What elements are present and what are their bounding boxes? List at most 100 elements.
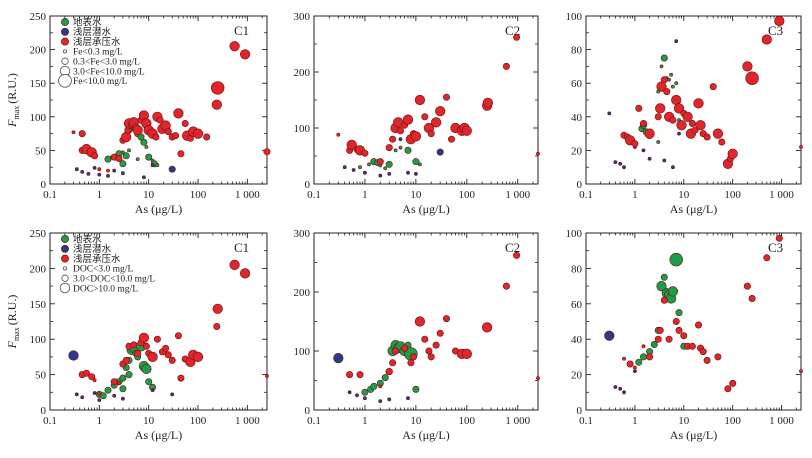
data-point <box>172 132 180 140</box>
legend-label: 3.0<Fe<10.0 mg/L <box>73 67 145 77</box>
data-point <box>168 165 176 173</box>
data-point <box>112 168 117 173</box>
legend-label: 地表水 <box>73 16 102 28</box>
y-label-sub: max <box>12 327 21 341</box>
data-point <box>378 399 383 404</box>
data-point <box>106 168 110 173</box>
x-axis-label: As (μg/L) <box>670 428 717 442</box>
data-point <box>656 281 667 292</box>
data-point <box>97 172 102 177</box>
data-point <box>156 116 164 124</box>
data-point <box>432 341 440 349</box>
data-point <box>153 335 161 343</box>
legend-label: Fe<0.3 mg/L <box>73 48 123 58</box>
data-point <box>387 397 392 402</box>
data-point <box>203 133 211 141</box>
data-point <box>97 398 102 403</box>
data-point <box>265 374 269 378</box>
series-浅层潜水 <box>333 353 410 404</box>
data-point <box>181 120 189 128</box>
data-point <box>71 130 76 135</box>
data-point <box>656 326 664 334</box>
data-point <box>351 168 356 172</box>
data-point <box>635 104 643 112</box>
x-tick-label: 1 000 <box>235 189 260 201</box>
data-point <box>150 388 155 393</box>
y-tick-label: 150 <box>30 299 47 311</box>
data-point <box>727 148 738 159</box>
series-浅层承压水 <box>336 33 540 166</box>
series-浅层潜水 <box>342 137 444 178</box>
data-point <box>680 332 688 340</box>
x-tick-label: 1 <box>362 415 368 427</box>
data-point <box>442 93 450 101</box>
y-tick-label: 300 <box>294 11 311 23</box>
data-point <box>115 155 123 163</box>
data-point <box>618 386 623 391</box>
data-point <box>122 152 130 160</box>
data-point <box>675 326 683 334</box>
legend-label: Fe<10.0 mg/L <box>73 77 128 87</box>
legend-marker <box>63 49 67 54</box>
data-point <box>362 396 367 401</box>
panel-title: C2 <box>505 240 520 255</box>
x-tick-label: 10 <box>678 189 690 201</box>
legend-label: 0.3<Fe<3.0 mg/L <box>73 58 140 68</box>
y-tick-label: 250 <box>30 228 47 240</box>
data-point <box>414 94 426 106</box>
y-tick-label: 200 <box>294 67 311 79</box>
y-tick-label: 300 <box>294 228 311 240</box>
data-point <box>192 128 204 139</box>
x-tick-label: 100 <box>724 189 741 201</box>
data-point <box>799 369 803 374</box>
legend-label: 浅层承压水 <box>73 36 121 48</box>
y-label-main: F <box>5 119 19 128</box>
data-point <box>106 173 110 178</box>
data-point <box>413 171 418 176</box>
data-point <box>355 393 359 398</box>
data-point <box>718 138 726 146</box>
x-axis-label: As (μg/L) <box>670 202 717 216</box>
data-point <box>688 342 696 350</box>
data-point <box>404 146 412 154</box>
legend-marker <box>63 266 67 271</box>
y-tick-label: 100 <box>30 334 47 346</box>
data-point <box>633 365 637 370</box>
data-point <box>409 353 417 361</box>
series-浅层潜水 <box>74 163 176 180</box>
data-point <box>675 309 683 317</box>
data-point <box>383 166 388 171</box>
data-point <box>144 145 149 149</box>
data-point <box>385 368 393 376</box>
data-point <box>358 165 362 170</box>
x-axis-label: As (μg/L) <box>135 202 182 216</box>
data-point <box>142 342 150 350</box>
data-point <box>213 322 221 330</box>
data-point <box>650 340 658 348</box>
data-point <box>211 81 225 95</box>
data-point <box>389 359 397 367</box>
x-tick-label: 0.1 <box>307 415 321 427</box>
y-tick-label: 60 <box>571 78 583 90</box>
data-point <box>398 137 403 142</box>
y-tick-label: 0 <box>305 405 311 417</box>
data-point <box>240 49 251 60</box>
y-tick-label: 80 <box>571 263 583 275</box>
data-point <box>633 369 637 374</box>
data-point <box>513 251 521 259</box>
data-point <box>378 173 383 178</box>
data-point <box>647 156 652 161</box>
data-point <box>622 390 626 395</box>
data-point <box>132 125 143 136</box>
data-point <box>691 126 699 134</box>
data-point <box>427 353 435 361</box>
data-point <box>333 353 344 364</box>
data-point <box>78 130 86 138</box>
data-point <box>381 374 389 382</box>
panel-top-C3: 0.1 1 10 100 1 000 0 20 40 60 80 100 As (μg/L) C3 <box>566 11 803 216</box>
data-point <box>674 81 679 86</box>
data-point <box>671 165 675 170</box>
x-axis-label: As (μg/L) <box>402 202 449 216</box>
x-tick-label: 10 <box>410 189 422 201</box>
